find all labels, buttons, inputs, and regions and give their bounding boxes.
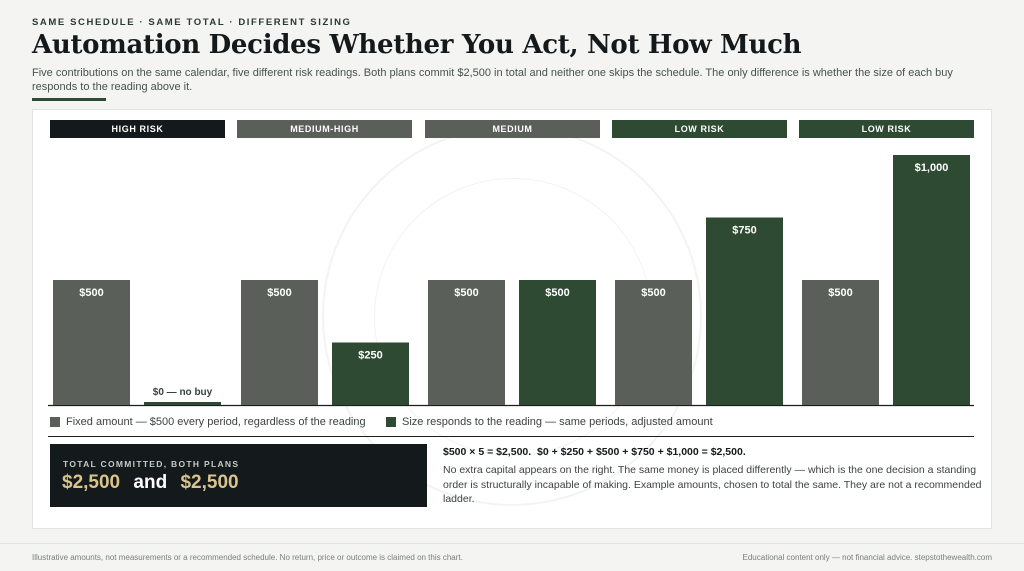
- responsive-bar-4: [706, 217, 783, 405]
- risk-badge-5: LOW RISK: [799, 120, 974, 138]
- responsive-bar-label-2: $250: [358, 350, 382, 362]
- legend-fixed: Fixed amount — $500 every period, regard…: [50, 416, 366, 428]
- fixed-bar-label-4: $500: [641, 287, 665, 299]
- responsive-bar-3: [519, 280, 596, 405]
- fixed-bar-label-1: $500: [79, 287, 103, 299]
- fixed-bar-label-5: $500: [828, 287, 852, 299]
- legend-responsive-label: Size responds to the reading — same peri…: [402, 416, 713, 428]
- total-committed-label: TOTAL COMMITTED, BOTH PLANS: [63, 459, 240, 469]
- explanation-note: No extra capital appears on the right. T…: [443, 464, 982, 505]
- risk-badge-2: MEDIUM-HIGH: [237, 120, 412, 138]
- title-accent-rule: [32, 98, 106, 101]
- responsive-bar-1: [144, 402, 221, 405]
- page-subtitle: Five contributions on the same calendar,…: [32, 67, 953, 93]
- total-committed-box: TOTAL COMMITTED, BOTH PLANS $2,500 and $…: [50, 444, 427, 507]
- page-title: Automation Decides Whether You Act, Not …: [32, 30, 802, 60]
- risk-badge-1: HIGH RISK: [50, 120, 225, 138]
- legend-fixed-label: Fixed amount — $500 every period, regard…: [66, 416, 366, 428]
- fixed-bar-label-3: $500: [454, 287, 478, 299]
- legend-responsive-swatch: [386, 417, 396, 427]
- responsive-bar-label-4: $750: [732, 225, 756, 237]
- responsive-bar-2: [332, 342, 409, 405]
- responsive-bar-5: [893, 155, 970, 405]
- legend-responsive: Size responds to the reading — same peri…: [386, 416, 713, 428]
- total-connector: and: [133, 472, 168, 493]
- risk-badge-4: LOW RISK: [612, 120, 787, 138]
- fixed-bar-2: [241, 280, 318, 405]
- total-right-value: $2,500: [180, 472, 239, 493]
- section-divider: [48, 436, 974, 437]
- fixed-bar-3: [428, 280, 505, 405]
- fixed-bar-5: [802, 280, 879, 405]
- footer-rule: [0, 543, 1024, 544]
- sum-equation: $500 × 5 = $2,500. $0 + $250 + $500 + $7…: [443, 446, 746, 458]
- responsive-bar-label-5: $1,000: [915, 162, 949, 174]
- total-left-value: $2,500: [62, 472, 121, 493]
- fixed-bar-label-2: $500: [267, 287, 291, 299]
- footer-site: Educational content only — not financial…: [742, 553, 992, 562]
- risk-badge-3: MEDIUM: [425, 120, 600, 138]
- responsive-bar-label-3: $500: [545, 287, 569, 299]
- fixed-bar-4: [615, 280, 692, 405]
- header-kicker: SAME SCHEDULE · SAME TOTAL · DIFFERENT S…: [32, 17, 352, 28]
- legend-fixed-swatch: [50, 417, 60, 427]
- fixed-bar-1: [53, 280, 130, 405]
- total-committed-values: $2,500 and $2,500: [62, 472, 239, 494]
- footer-disclaimer: Illustrative amounts, not measurements o…: [32, 553, 463, 562]
- responsive-bar-label-1: $0 — no buy: [153, 387, 213, 398]
